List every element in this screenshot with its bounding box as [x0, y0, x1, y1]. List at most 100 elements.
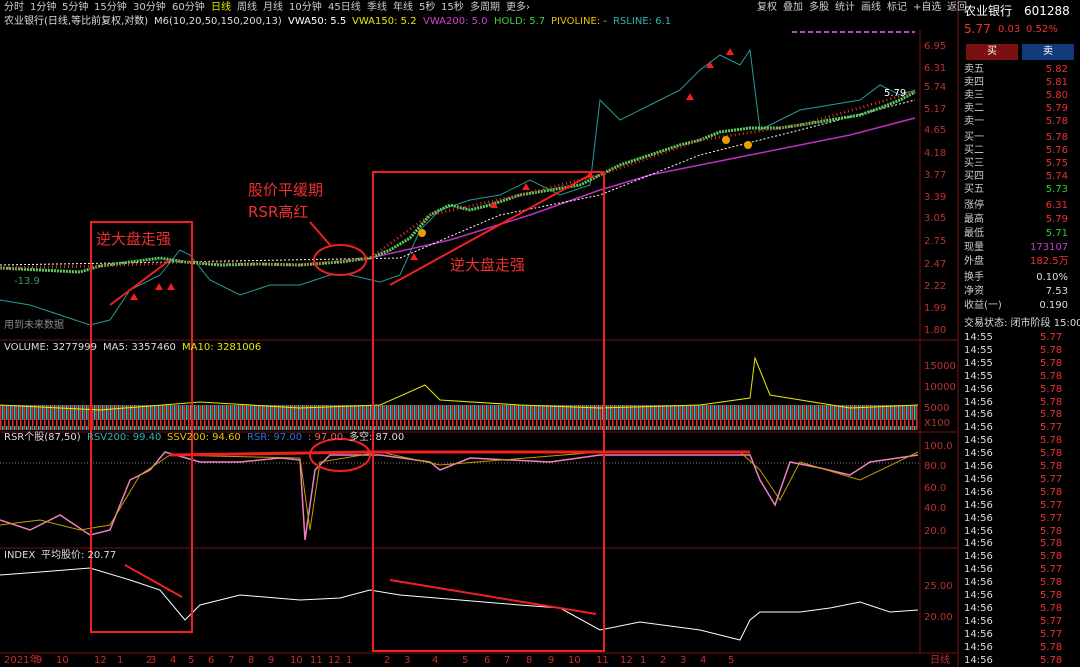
toolbar-tab[interactable]: 10分钟: [289, 2, 322, 13]
tick-price: 5.77: [1040, 332, 1063, 343]
toolbar-tab[interactable]: 周线: [237, 2, 257, 13]
toolbar-tab[interactable]: 5分钟: [62, 2, 89, 13]
volume-bars: [0, 405, 918, 430]
toolbar-tab[interactable]: 60分钟: [172, 2, 205, 13]
legend-item: MA5: 3357460: [103, 342, 176, 353]
rsline: [0, 48, 916, 326]
toolbar-button[interactable]: 画线: [861, 2, 881, 13]
tick-price: 5.78: [1040, 654, 1063, 666]
toolbar-tab[interactable]: 1分钟: [30, 2, 57, 13]
tick-time: 14:56: [964, 628, 993, 640]
toolbar-tab[interactable]: 分时: [4, 2, 24, 13]
toolbar-tab[interactable]: 多周期: [470, 2, 500, 13]
toolbar-button[interactable]: 标记: [887, 2, 907, 13]
tick-price: 5.78: [1040, 370, 1063, 382]
tick-time: 14:56: [964, 383, 993, 395]
sell-button[interactable]: 卖: [1022, 44, 1074, 60]
toolbar-tab[interactable]: 更多›: [506, 2, 530, 13]
legend-item: HOLD: 5.7: [494, 16, 546, 27]
axis-label: 60.0: [924, 483, 947, 494]
annotation: 逆大盘走强: [450, 256, 526, 274]
annotation: 逆大盘走强: [96, 230, 172, 248]
tick-time: 14:56: [964, 577, 993, 589]
x-axis-label: 3: [680, 655, 687, 666]
change-pct: 0.52%: [1026, 24, 1058, 35]
tick-price: 5.78: [1040, 461, 1063, 472]
tick-time: 14:56: [964, 654, 993, 666]
note: -13.9: [14, 276, 40, 287]
buy-button[interactable]: 买: [966, 44, 1018, 60]
toolbar-tab[interactable]: 月线: [263, 2, 283, 13]
ratio-value: 7.53: [1045, 286, 1068, 297]
toolbar-tab[interactable]: 15秒: [441, 2, 464, 13]
hold-markers: [418, 136, 752, 237]
order-value: 5.74: [1045, 171, 1068, 182]
toolbar-tab[interactable]: 5秒: [419, 2, 436, 13]
order-label: 卖一: [964, 116, 984, 127]
x-axis-label: 2021年: [4, 655, 40, 666]
x-axis-label: 9: [36, 655, 43, 666]
toolbar-button[interactable]: +自选: [913, 2, 942, 13]
axis-label: 1.80: [924, 325, 947, 336]
tick-time: 14:56: [964, 448, 993, 460]
toolbar-tab[interactable]: 45日线: [328, 2, 361, 13]
order-label: 卖四: [964, 77, 984, 88]
toolbar-tab[interactable]: 日线: [211, 2, 231, 13]
axis-label: X100: [924, 418, 950, 429]
toolbar-button[interactable]: 统计: [835, 2, 855, 13]
x-axis-label: 10: [56, 655, 69, 666]
legend-item: VWA200: 5.0: [423, 16, 488, 27]
x-axis-label: 3: [150, 655, 157, 666]
x-axis-label: 2: [384, 655, 391, 666]
toolbar-button[interactable]: 叠加: [783, 2, 803, 13]
order-label: 卖二: [964, 103, 984, 114]
axis-label: 3.05: [924, 213, 947, 224]
tick-price: 5.78: [1040, 538, 1063, 550]
tick-price: 5.77: [1040, 628, 1063, 640]
axis-label: 20.0: [924, 526, 947, 537]
order-label: 买五: [964, 184, 984, 195]
tick-price: 5.77: [1040, 564, 1063, 576]
toolbar-button[interactable]: 复权: [757, 2, 777, 13]
x-axis-label: 5: [188, 655, 195, 666]
legend-item: VOLUME: 3277999: [4, 342, 97, 353]
x-axis-label: 10: [568, 655, 581, 666]
rsr-red: [169, 450, 750, 457]
axis-label: 40.0: [924, 503, 947, 514]
tick-price: 5.78: [1040, 357, 1063, 369]
order-value: 5.78: [1045, 132, 1068, 143]
toolbar-button[interactable]: 多股: [809, 2, 829, 13]
note: 用到未来数据: [4, 320, 64, 331]
legend-item: MA10: 3281006: [182, 342, 262, 353]
x-axis-label: 12: [328, 655, 341, 666]
toolbar-tab[interactable]: 年线: [393, 2, 413, 13]
toolbar-tab[interactable]: 30分钟: [133, 2, 166, 13]
legend-item: RSLINE: 6.1: [613, 16, 672, 27]
vwa50-line: [0, 99, 916, 266]
tick-price: 5.78: [1040, 486, 1063, 498]
ratio-value: 0.190: [1039, 300, 1068, 311]
stat-label: 最高: [964, 214, 984, 225]
x-axis-label: 1: [117, 655, 124, 666]
order-label: 买二: [964, 145, 984, 156]
toolbar-button[interactable]: 返回: [947, 2, 967, 13]
tick-price: 5.78: [1040, 344, 1063, 356]
order-value: 5.80: [1045, 90, 1068, 101]
x-axis-label: 12: [94, 655, 107, 666]
tick-price: 5.77: [1040, 512, 1063, 524]
stat-label: 最低: [964, 228, 984, 239]
tick-price: 5.78: [1040, 577, 1063, 589]
x-axis-label: 5: [462, 655, 469, 666]
legend-item: VWA150: 5.2: [352, 16, 417, 27]
last-price: 5.77: [964, 22, 991, 36]
x-axis-label: 9: [548, 655, 555, 666]
toolbar-tab[interactable]: 季线: [367, 2, 387, 13]
legend-item: M6(10,20,50,150,200,13): [154, 16, 282, 27]
x-axis-label: 12: [620, 655, 633, 666]
axis-label: 5.74: [924, 82, 947, 93]
stock-code: 601288: [1024, 4, 1070, 18]
toolbar-tab[interactable]: 15分钟: [94, 2, 127, 13]
annotation: RSR高红: [248, 203, 309, 221]
vwa200-line: [369, 117, 916, 259]
axis-label: 20.00: [924, 612, 953, 623]
